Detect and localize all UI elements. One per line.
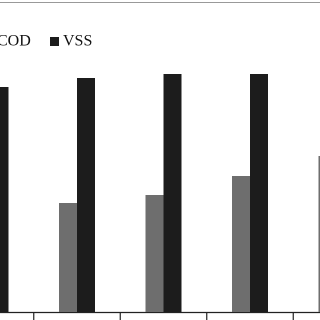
legend-label: VSS bbox=[63, 33, 92, 50]
bar bbox=[59, 203, 77, 312]
bar bbox=[77, 78, 95, 312]
bar bbox=[232, 176, 250, 312]
legend-swatch bbox=[50, 37, 59, 46]
bar bbox=[163, 74, 182, 312]
bar bbox=[0, 87, 9, 312]
bar bbox=[145, 195, 164, 312]
bar bbox=[318, 156, 320, 312]
bar bbox=[250, 74, 268, 312]
legend-label: COD bbox=[0, 33, 31, 50]
